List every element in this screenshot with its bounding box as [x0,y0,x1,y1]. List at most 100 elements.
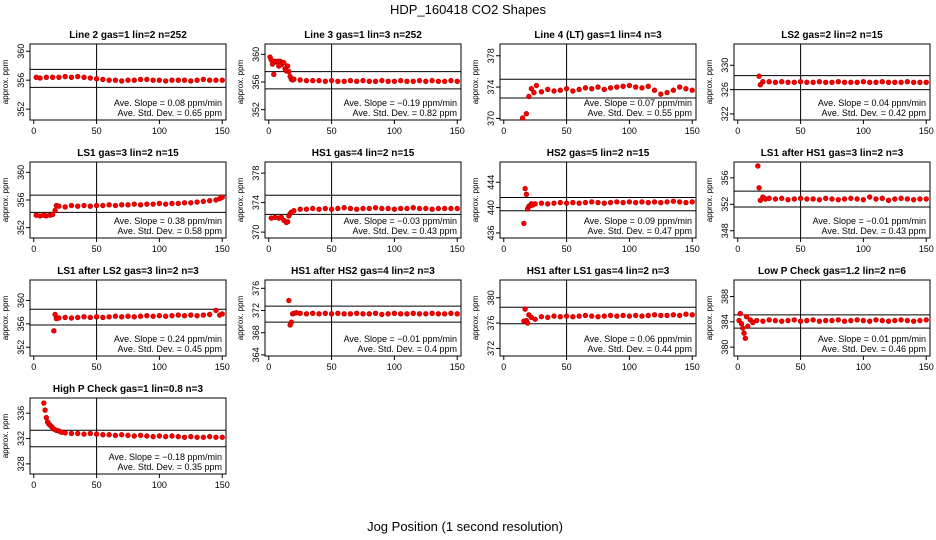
data-point [745,323,751,329]
slope-annotation: Ave. Slope = 0.06 ppm/min [584,334,692,344]
data-point [823,317,829,324]
panel-7: HS2 gas=5 lin=2 n=15 approx. ppm 436 440 444… [471,148,700,254]
slope-annotation: Ave. Slope = 0.07 ppm/min [584,98,692,108]
data-point [816,196,823,203]
plot-frame [733,43,931,121]
data-point [391,78,398,85]
data-point [335,78,341,85]
data-point [43,414,50,421]
data-point [297,310,303,316]
y-tick-label: 330 [720,58,730,73]
y-tick-label: 376 [251,281,261,296]
data-point [676,312,683,319]
data-point [626,313,633,319]
panel-title: HS1 after HS2 gas=4 lin=2 n=3 [291,266,435,277]
data-point [87,430,94,437]
data-point [150,313,156,319]
data-point [835,78,841,85]
data-point [75,73,81,80]
x-tick-label: 100 [387,244,402,254]
slope-annotation: Ave. Slope = 0.38 ppm/min [114,216,222,226]
data-point [632,199,639,206]
data-point [106,432,112,438]
x-tick-label: 0 [266,362,271,372]
data-point [676,199,683,205]
data-point [772,317,779,324]
data-point [385,78,391,85]
data-point [551,313,557,319]
y-axis-label: approx. ppm [471,177,480,222]
x-tick-label: 100 [622,126,637,136]
data-point [441,311,448,317]
plot-frame [29,279,227,357]
data-point [892,196,898,202]
y-axis-label: approx. ppm [471,295,480,340]
x-tick-label: 100 [622,362,637,372]
y-tick-label: 360 [16,293,26,308]
panel-13: High P Check gas=1 lin=0.8 n=3 approx. pp… [1,384,230,490]
data-point [607,85,614,91]
plot-frame [264,161,462,239]
x-tick-label: 0 [501,244,506,254]
data-point [200,312,207,318]
data-point [519,115,526,121]
y-tick-label: 352 [16,102,26,117]
x-tick-label: 50 [92,480,102,490]
data-point [860,196,867,203]
y-axis-label: approx. ppm [705,177,714,222]
x-tick-label: 100 [152,480,167,490]
data-point [524,320,531,326]
data-point [316,77,322,84]
x-tick-label: 50 [796,126,806,136]
data-point [879,195,885,202]
data-point [526,93,532,100]
data-point [797,78,804,85]
data-point [51,328,57,334]
data-point [62,430,68,436]
data-point [131,201,137,207]
data-point [448,310,454,316]
panel-10: HS1 after HS2 gas=4 lin=2 n=3 approx. ppm… [236,266,465,372]
y-tick-label: 360 [251,47,261,62]
data-point [785,196,791,203]
data-point [448,77,454,84]
data-point [743,314,750,320]
plot-frame [733,161,931,239]
data-point [286,297,292,304]
panel-title: Line 4 (LT) gas=1 lin=4 n=3 [534,30,662,41]
y-tick-label: 348 [720,223,730,238]
panel-title: HS2 gas=5 lin=2 n=15 [547,148,650,159]
data-point [576,200,582,206]
slope-annotation: Ave. Slope = 0.08 ppm/min [114,98,222,108]
data-point [576,86,582,93]
x-tick-label: 0 [31,480,36,490]
data-point [737,310,743,317]
data-point [75,430,81,437]
data-point [131,314,137,320]
data-point [366,311,372,317]
y-tick-label: 326 [720,82,730,97]
data-point [62,314,68,321]
data-point [873,79,879,86]
data-point [404,311,410,317]
data-point [860,78,867,85]
data-point [779,195,785,202]
y-axis-label: approx. ppm [1,413,10,458]
data-point [303,77,310,84]
data-point [68,430,75,437]
data-point [841,79,848,86]
y-tick-label: 374 [486,80,496,95]
data-point [341,78,347,85]
data-point [557,87,564,93]
y-tick-label: 372 [251,303,261,318]
data-point [206,311,213,318]
data-point [62,204,68,210]
data-point [873,317,879,323]
panel-11: HS1 after LS1 gas=4 lin=2 n=3 approx. ppm… [471,266,700,372]
y-tick-label: 336 [16,406,26,421]
data-point [741,330,747,336]
data-point [144,433,150,439]
slope-annotation: Ave. Slope = 0.09 ppm/min [584,216,692,226]
data-point [614,199,620,205]
data-point [614,313,620,319]
